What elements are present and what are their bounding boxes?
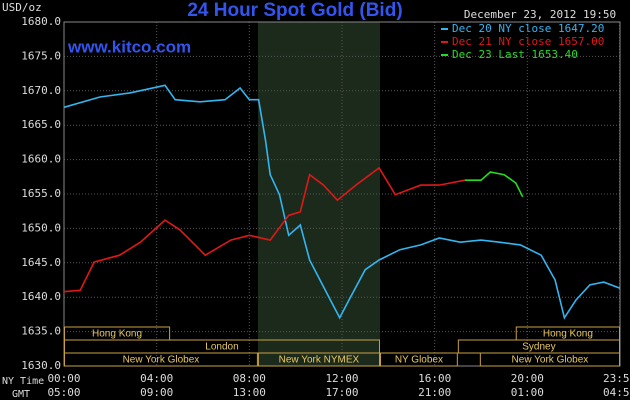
session-label: NY Globex [395,355,443,366]
y-tick-label: 1680.0 [21,15,61,28]
session-label: Hong Kong [92,329,142,340]
series-line [464,171,524,198]
legend-label: Dec 23 Last 1653.40 [452,48,578,61]
y-tick-label: 1645.0 [21,256,61,269]
x-tick-label: 23:59 [603,372,630,385]
legend-label: Dec 20 NY close 1647.20 [452,22,604,35]
x-tick-label: 16:00 [418,372,451,385]
x2-tick-label: 09:00 [140,386,173,399]
x-tick-label: 04:00 [140,372,173,385]
x-tick-label: 00:00 [47,372,80,385]
x-tick-label: 12:00 [325,372,358,385]
x-tick-label: 20:00 [511,372,544,385]
y-tick-label: 1630.0 [21,359,61,372]
x-axis-label: NY Time [2,376,44,387]
session-bar [257,352,380,367]
series-line [63,84,621,320]
y-axis-label: USD/oz [2,1,42,14]
x2-tick-label: 05:00 [47,386,80,399]
chart-title: 24 Hour Spot Gold (Bid) [187,0,402,21]
y-tick-label: 1640.0 [21,290,61,303]
plot-underlay [63,21,621,367]
session-label: New York Globex [123,355,200,366]
x2-tick-label: 21:00 [418,386,451,399]
website: www.kitco.com [67,37,191,56]
session-label: Hong Kong [543,329,593,340]
y-tick-label: 1635.0 [21,325,61,338]
y-tick-label: 1655.0 [21,187,61,200]
y-tick-label: 1675.0 [21,49,61,62]
series-line [63,166,465,293]
x2-tick-label: 17:00 [325,386,358,399]
y-tick-label: 1660.0 [21,153,61,166]
session-bar [479,352,621,367]
x2-tick-label: 01:00 [511,386,544,399]
x-tick-label: 08:00 [233,372,266,385]
session-bar [64,352,258,367]
session-label: Sydney [522,342,555,353]
session-label: New York NYMEX [279,355,360,366]
session-bar [379,352,458,367]
y-tick-label: 1665.0 [21,118,61,131]
shaded-region [257,22,380,366]
date: December 23, 2012 19:50 [464,8,616,21]
session-label: New York Globex [512,355,589,366]
x2-tick-label: 04:59 [603,386,630,399]
legend-label: Dec 21 NY close 1657.00 [452,35,604,48]
y-tick-label: 1650.0 [21,221,61,234]
y-tick-label: 1670.0 [21,84,61,97]
session-label: London [205,342,238,353]
x2-tick-label: 13:00 [233,386,266,399]
x2-axis-label: GMT [12,389,30,400]
